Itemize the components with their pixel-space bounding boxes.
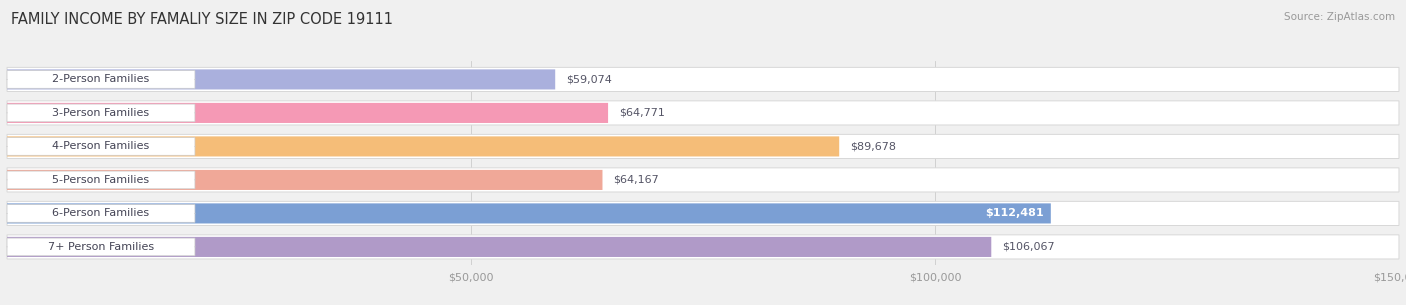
FancyBboxPatch shape bbox=[7, 138, 195, 155]
FancyBboxPatch shape bbox=[7, 69, 555, 89]
FancyBboxPatch shape bbox=[7, 170, 603, 190]
FancyBboxPatch shape bbox=[7, 171, 195, 189]
Text: $64,167: $64,167 bbox=[613, 175, 659, 185]
Text: 4-Person Families: 4-Person Families bbox=[52, 142, 149, 151]
FancyBboxPatch shape bbox=[7, 205, 195, 222]
FancyBboxPatch shape bbox=[7, 168, 1399, 192]
FancyBboxPatch shape bbox=[7, 104, 195, 122]
FancyBboxPatch shape bbox=[7, 237, 991, 257]
FancyBboxPatch shape bbox=[7, 201, 1399, 225]
FancyBboxPatch shape bbox=[7, 101, 1399, 125]
Text: 6-Person Families: 6-Person Families bbox=[52, 208, 149, 218]
Text: 5-Person Families: 5-Person Families bbox=[52, 175, 149, 185]
Text: $59,074: $59,074 bbox=[567, 74, 612, 84]
Text: 2-Person Families: 2-Person Families bbox=[52, 74, 149, 84]
Text: $89,678: $89,678 bbox=[851, 142, 897, 151]
FancyBboxPatch shape bbox=[7, 67, 1399, 92]
FancyBboxPatch shape bbox=[7, 135, 1399, 159]
Text: $112,481: $112,481 bbox=[986, 208, 1043, 218]
FancyBboxPatch shape bbox=[7, 70, 195, 88]
FancyBboxPatch shape bbox=[7, 238, 195, 256]
Text: FAMILY INCOME BY FAMALIY SIZE IN ZIP CODE 19111: FAMILY INCOME BY FAMALIY SIZE IN ZIP COD… bbox=[11, 12, 394, 27]
FancyBboxPatch shape bbox=[7, 136, 839, 156]
FancyBboxPatch shape bbox=[7, 103, 607, 123]
Text: $64,771: $64,771 bbox=[619, 108, 665, 118]
Text: 7+ Person Families: 7+ Person Families bbox=[48, 242, 155, 252]
FancyBboxPatch shape bbox=[7, 203, 1050, 224]
Text: Source: ZipAtlas.com: Source: ZipAtlas.com bbox=[1284, 12, 1395, 22]
Text: $106,067: $106,067 bbox=[1002, 242, 1054, 252]
FancyBboxPatch shape bbox=[7, 235, 1399, 259]
Text: 3-Person Families: 3-Person Families bbox=[52, 108, 149, 118]
